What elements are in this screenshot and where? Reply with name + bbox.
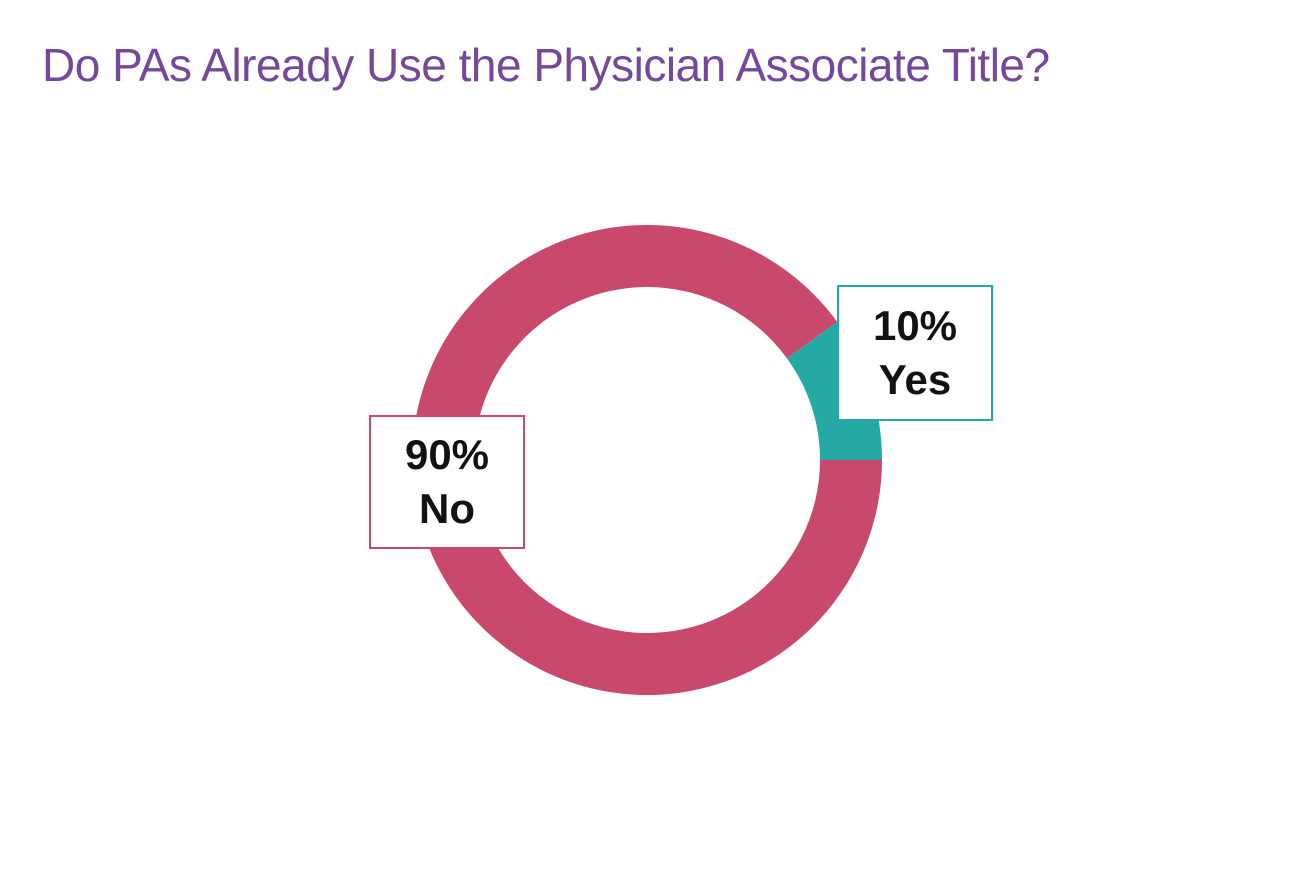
chart-title: Do PAs Already Use the Physician Associa… <box>42 39 1050 91</box>
callout-no-label: No <box>419 485 475 532</box>
callout-yes-percent: 10% <box>872 302 958 350</box>
callout-no-percent: 90% <box>404 431 490 479</box>
donut-slice-yes <box>786 321 882 460</box>
callout-yes: 10% Yes <box>837 285 993 421</box>
callout-yes-label: Yes <box>878 356 952 403</box>
callout-no: 90% No <box>369 415 525 549</box>
